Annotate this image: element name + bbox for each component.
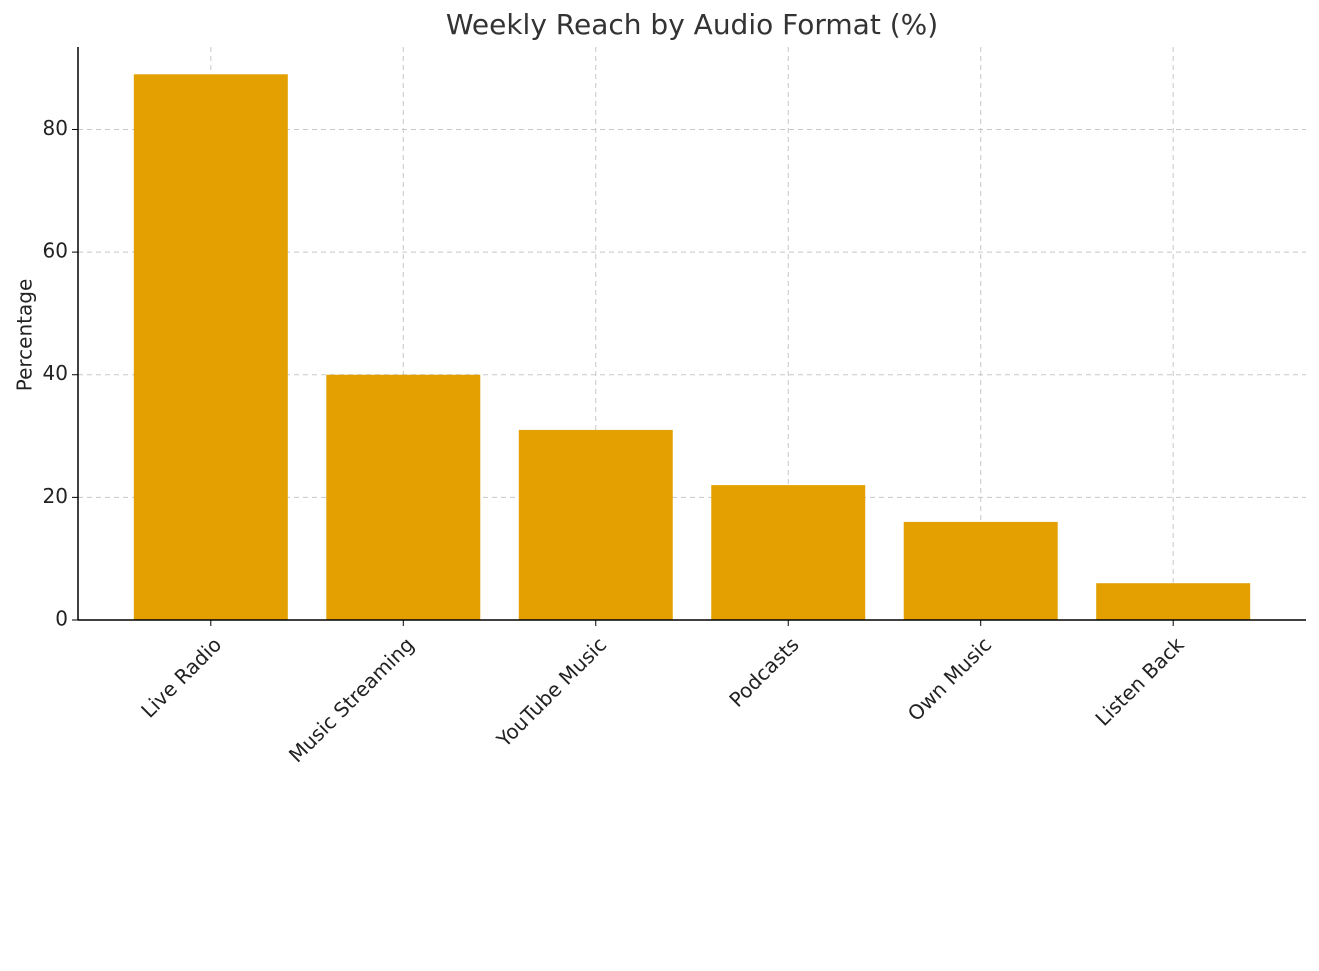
y-tick-label: 0 (55, 607, 68, 631)
bar (518, 429, 673, 620)
bar (326, 374, 481, 620)
x-tick-label: Listen Back (1090, 632, 1188, 730)
y-tick-label: 40 (43, 361, 68, 385)
bar (133, 74, 288, 621)
x-tick-label: Podcasts (724, 632, 803, 711)
y-tick-label: 20 (43, 484, 68, 508)
x-tick-label: Live Radio (136, 632, 226, 722)
x-tick-label: YouTube Music (491, 632, 611, 752)
bar (903, 521, 1058, 620)
bar (711, 485, 866, 620)
chart-title: Weekly Reach by Audio Format (%) (446, 8, 938, 41)
x-tick-label: Own Music (903, 632, 996, 725)
y-tick-label: 60 (43, 239, 68, 263)
y-tick-label: 80 (43, 116, 68, 140)
x-tick-label: Music Streaming (284, 632, 419, 767)
y-axis-label: Percentage (13, 279, 37, 392)
bar (1096, 583, 1251, 620)
